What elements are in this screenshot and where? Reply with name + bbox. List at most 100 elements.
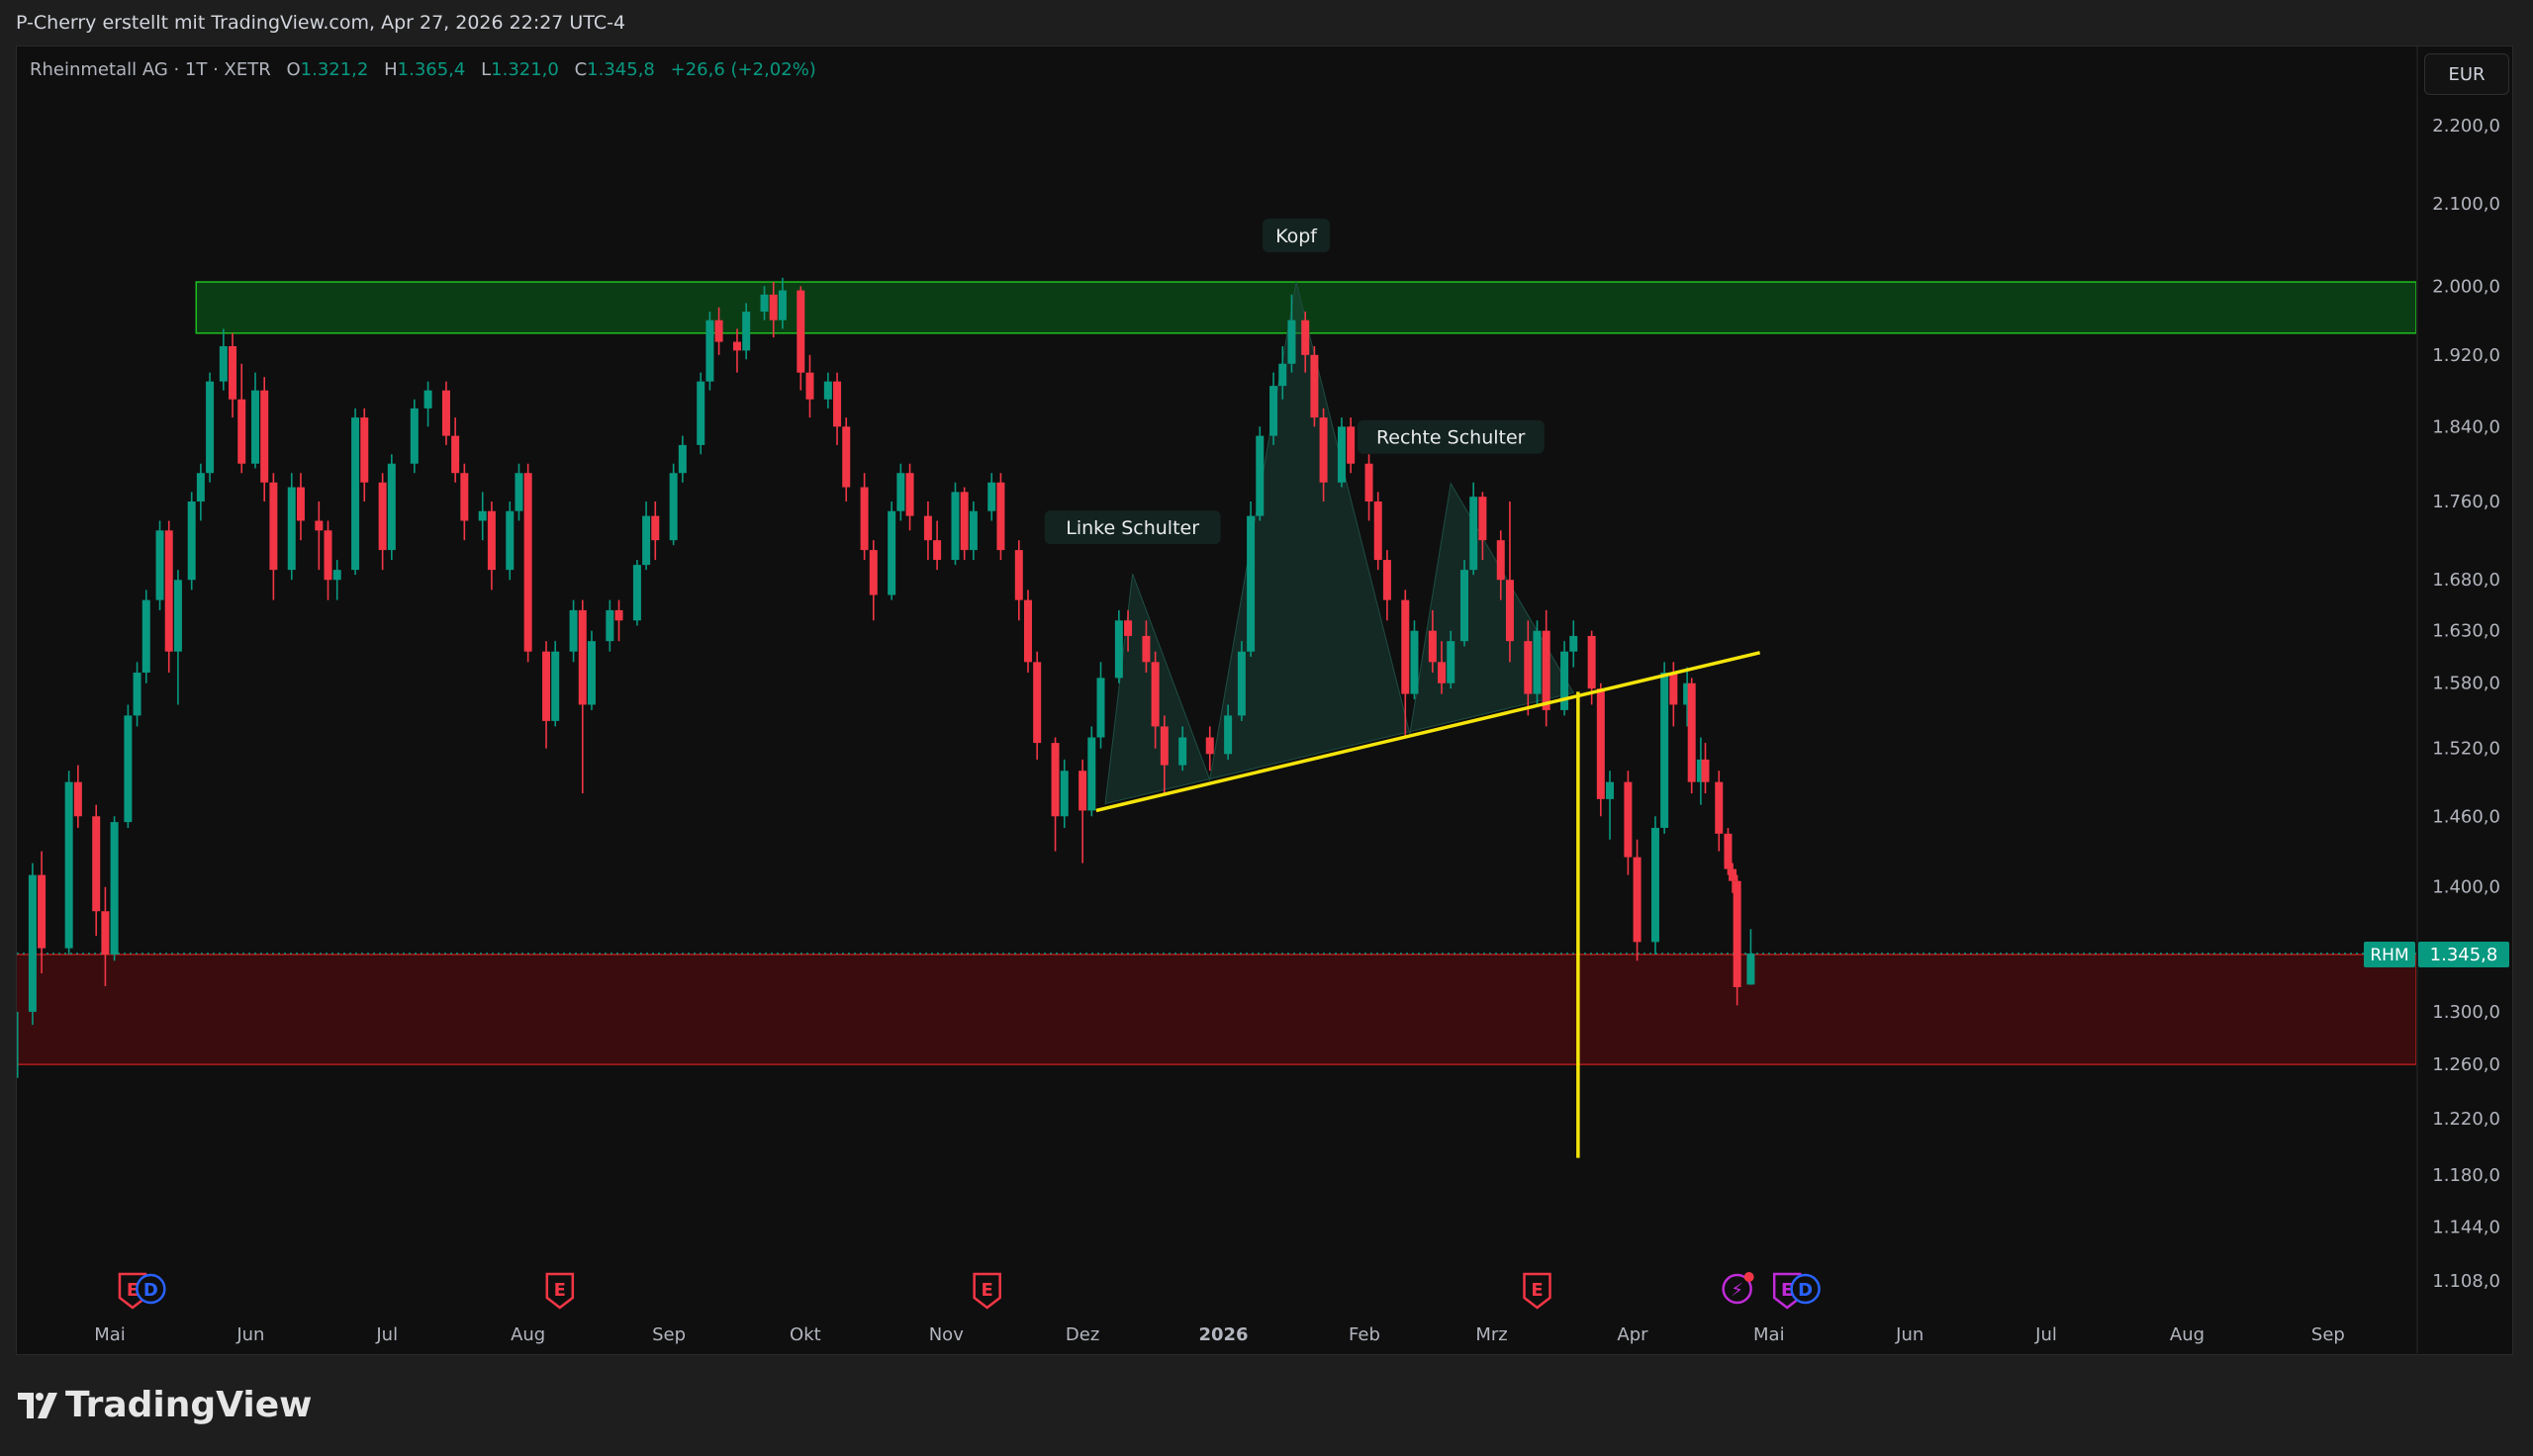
candle-body: [1364, 463, 1373, 502]
candle: [1096, 662, 1105, 749]
candle: [110, 816, 119, 961]
candle-body: [1401, 599, 1410, 694]
candle-body: [360, 417, 369, 483]
candle-body: [173, 580, 182, 652]
symbol-name[interactable]: Rheinmetall AG · 1T · XETR: [30, 59, 271, 80]
candle-body: [1079, 771, 1087, 811]
candle: [1237, 641, 1246, 721]
time-tick-label: Okt: [790, 1324, 821, 1345]
candle-body: [229, 345, 237, 400]
candle: [1079, 759, 1087, 864]
chart-panel[interactable]: [16, 46, 2513, 1355]
candle: [742, 303, 751, 360]
candle: [1633, 839, 1642, 961]
event-marker: [545, 1272, 575, 1310]
price-tick-label: 1.220,0: [2432, 1109, 2500, 1130]
event-letter: D: [1798, 1280, 1813, 1301]
candle-body: [1683, 682, 1692, 705]
candle-body: [1301, 319, 1310, 355]
candle-body: [1542, 630, 1550, 710]
price-tick-label: 1.260,0: [2432, 1054, 2500, 1075]
candle-body: [1469, 497, 1478, 571]
candle: [1401, 590, 1410, 738]
event-letter: E: [1781, 1280, 1793, 1301]
candle: [296, 473, 305, 541]
candle: [164, 520, 173, 674]
event-letter: E: [554, 1280, 566, 1301]
candle-body: [969, 510, 978, 551]
candle-body: [742, 312, 751, 351]
candle-body: [1624, 781, 1633, 858]
candle-body: [1256, 435, 1265, 516]
candle: [1347, 417, 1356, 474]
candle: [1438, 641, 1447, 694]
candle-body: [1319, 417, 1328, 483]
candle: [732, 328, 741, 373]
drawings-layer: [1095, 651, 1761, 1158]
candle-body: [487, 510, 496, 571]
currency-button[interactable]: EUR: [2424, 53, 2509, 95]
earnings-event-icon[interactable]: E: [545, 1272, 575, 1310]
price-tick-label: 2.200,0: [2432, 116, 2500, 136]
earnings-event-icon[interactable]: E: [1523, 1272, 1551, 1310]
time-axis[interactable]: Mai Jun Jul Aug Sep Okt Nov Dez 2026 Feb Mrz Apr Mai…: [94, 1324, 2345, 1345]
candle-body: [697, 381, 705, 445]
candle-body: [1014, 550, 1023, 600]
candle: [1724, 827, 1733, 875]
candle: [251, 372, 260, 469]
candle: [1606, 771, 1615, 840]
time-tick-label: Feb: [1349, 1324, 1380, 1345]
candle-body: [778, 290, 787, 320]
candle: [1178, 726, 1187, 772]
candle: [669, 463, 678, 546]
time-tick-label: Sep: [2311, 1324, 2345, 1345]
candle-body: [460, 473, 469, 521]
candle: [642, 501, 651, 571]
candle: [410, 399, 419, 474]
candle-body: [1696, 759, 1705, 782]
dividend-event-icon[interactable]: D: [136, 1273, 166, 1305]
candle: [1114, 609, 1123, 683]
candle: [1524, 620, 1533, 716]
candle-body: [164, 530, 173, 652]
candle-body: [896, 473, 905, 511]
candle: [1205, 726, 1214, 772]
candle-body: [614, 609, 623, 621]
candle-body: [1205, 737, 1214, 755]
split-event-icon[interactable]: ⚡: [1722, 1272, 1754, 1305]
candle-body: [1051, 743, 1060, 817]
price-badge-bg: [2418, 942, 2509, 967]
candle: [1160, 715, 1169, 794]
price-axis[interactable]: 2.200,0 2.100,0 2.000,0 1.920,0 1.840,0 1.760…: [2432, 116, 2500, 1292]
candle-body: [1382, 560, 1391, 600]
candle-body: [1124, 620, 1133, 636]
neckline: [1095, 651, 1761, 813]
candle-body: [1533, 630, 1542, 694]
candle-body: [705, 319, 714, 382]
candle-body: [1669, 673, 1678, 705]
candle: [1428, 609, 1437, 674]
candle-body: [124, 715, 133, 823]
time-tick-label: Sep: [652, 1324, 686, 1345]
candle: [155, 520, 164, 610]
candle: [64, 771, 73, 955]
candle-body: [1596, 688, 1605, 799]
candle-body: [1310, 354, 1319, 418]
candle-body: [1447, 641, 1455, 683]
candle: [260, 377, 269, 502]
ticker-badge: RHM: [2370, 946, 2408, 965]
price-tick-label: 1.760,0: [2432, 492, 2500, 512]
candle-body: [506, 510, 515, 571]
time-tick-label: Nov: [929, 1324, 964, 1345]
candle: [1319, 408, 1328, 502]
candle-body: [1347, 426, 1356, 464]
tradingview-logo[interactable]: TradingView: [18, 1385, 312, 1425]
candle-body: [260, 390, 269, 483]
candle: [797, 286, 805, 391]
earnings-event-icon[interactable]: E: [973, 1272, 1001, 1310]
candle: [833, 372, 842, 445]
dividend-event-icon[interactable]: D: [1790, 1273, 1821, 1305]
candle-body: [187, 501, 196, 581]
candle: [315, 501, 324, 571]
